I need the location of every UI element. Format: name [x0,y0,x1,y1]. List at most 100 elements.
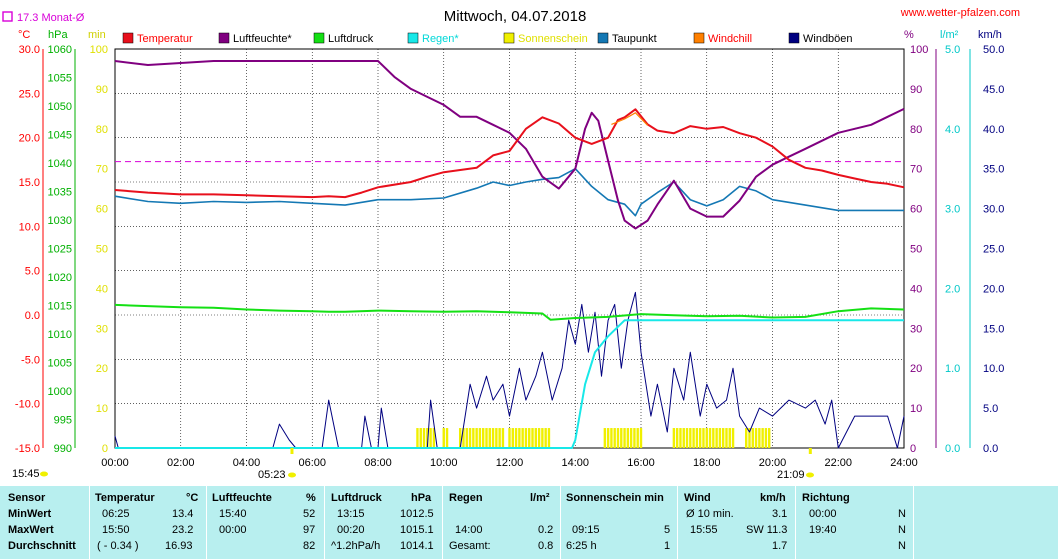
sunshine-bar [531,428,534,448]
pressure-axis-tick: 1020 [48,272,72,284]
sunshine-bar [754,428,758,448]
legend-swatch [788,32,800,44]
pressure-axis-tick: 1060 [48,44,72,56]
sunshine-bar [731,428,735,448]
x-tick-label: 08:00 [364,457,392,469]
table-separator [677,486,678,559]
wind-axis-tick: 35.0 [983,164,1004,176]
sunshine-bar [472,428,475,448]
sunshine-bar [541,428,544,448]
pressure-axis-tick: 995 [54,415,72,427]
table-header-temp-unit: °C [186,492,199,504]
table-header-rain-unit: l/m² [530,492,550,504]
cell-press-time: ^1.2hPa/h [331,540,381,552]
cell-press-val: 1015.1 [400,524,434,536]
table-header-dir: Richtung [802,492,850,504]
sunshine-bar [610,428,613,448]
legend-swatch [218,32,230,44]
monthly-avg-label: 17.3 Monat-Ø [17,12,85,24]
sunshine-bar [491,428,495,448]
humidity-axis-tick: 10 [910,403,922,415]
row-label: Durchschnitt [8,540,76,552]
sunshine-bar [468,428,472,448]
table-header-sun: Sonnenschein min [566,492,664,504]
cell-rain-val: 0.2 [538,524,554,536]
pressure-axis-tick: 1050 [48,101,72,113]
sunset-sun-icon [806,472,814,478]
x-tick-label: 02:00 [167,457,195,469]
sunshine-bar [475,428,478,448]
humidity-axis-tick: 0 [910,443,916,455]
cell-dir-val: N [898,524,906,536]
sunshine-bar [485,428,488,448]
cell-rain-time: Gesamt: [449,540,491,552]
sunshine-bar [685,428,689,448]
sunshine-bar [514,428,518,448]
table-separator [89,486,90,559]
wind-axis-tick: 50.0 [983,44,1004,56]
pressure-axis-tick: 1000 [48,386,72,398]
chart-grid [114,48,905,449]
sunshine-bar [679,428,682,448]
sunshine-axis-tick: 20 [96,363,108,375]
cell-temp-time: 06:25 [102,508,130,520]
cell-press-val: 1014.1 [400,540,434,552]
x-tick-label: 24:00 [890,457,918,469]
humidity-axis-tick: 40 [910,283,922,295]
x-tick-label: 18:00 [693,457,721,469]
series-line-windchill [611,112,649,126]
cell-sun-time: 6:25 h [566,540,597,552]
cell-dir-val: N [898,508,906,520]
cell-hum-time: 00:00 [219,524,247,536]
cell-wind-time: 15:55 [690,524,718,536]
sunshine-bar [620,428,623,448]
legend-swatch [693,32,705,44]
sunshine-bar [764,428,768,448]
cell-press-time: 00:20 [337,524,365,536]
cell-hum-val: 82 [303,540,316,552]
sunshine-bar [416,428,419,448]
wind-axis-tick: 45.0 [983,84,1004,96]
legend-label: Temperatur [137,33,193,45]
cell-temp-time: 15:50 [102,524,130,536]
legend-label: Sonnenschein [518,33,588,45]
sunshine-bar [458,428,462,448]
series-line-luftdruck [114,303,905,321]
sunrise-sun-icon [288,472,296,478]
sunshine-bar [462,428,465,448]
sunshine-bar [419,428,422,448]
table-separator [560,486,561,559]
table-header-wind-unit: km/h [760,492,786,504]
table-header-hum: Luftfeuchte [212,492,272,504]
wind-axis-tick: 20.0 [983,283,1004,295]
sunshine-bar [482,428,485,448]
table-separator [913,486,914,559]
chart-axes: 00:00 02:00 04:00 06:00 08:00 10:00 12:00 14:00… [15,44,1005,469]
sunshine-bar [758,428,761,448]
sunshine-bar [682,428,685,448]
sunshine-bar [501,428,505,448]
axis-unit-kmh: km/h [978,29,1002,41]
sunshine-bar [432,428,436,448]
chart-plot-area [114,60,905,454]
cell-sun-time: 09:15 [572,524,600,536]
cell-temp-val: 16.93 [165,540,193,552]
rain-axis-tick: 3.0 [945,204,960,216]
table-separator [206,486,207,559]
x-tick-label: 14:00 [561,457,589,469]
cell-dir-val: N [898,540,906,552]
cell-dir-time: 19:40 [809,524,837,536]
temp-axis-tick: 25.0 [19,88,40,100]
sunshine-bar [524,428,528,448]
cell-dir-time: 00:00 [809,508,837,520]
table-header-press: Luftdruck [331,492,382,504]
sunshine-bar [629,428,633,448]
sunshine-bar [715,428,718,448]
sunshine-bar [721,428,725,448]
pressure-axis-tick: 1030 [48,215,72,227]
sunshine-bar [498,428,501,448]
sunshine-bar [698,428,702,448]
wind-axis-tick: 25.0 [983,244,1004,256]
sunshine-bar [508,428,511,448]
cell-hum-val: 97 [303,524,316,536]
